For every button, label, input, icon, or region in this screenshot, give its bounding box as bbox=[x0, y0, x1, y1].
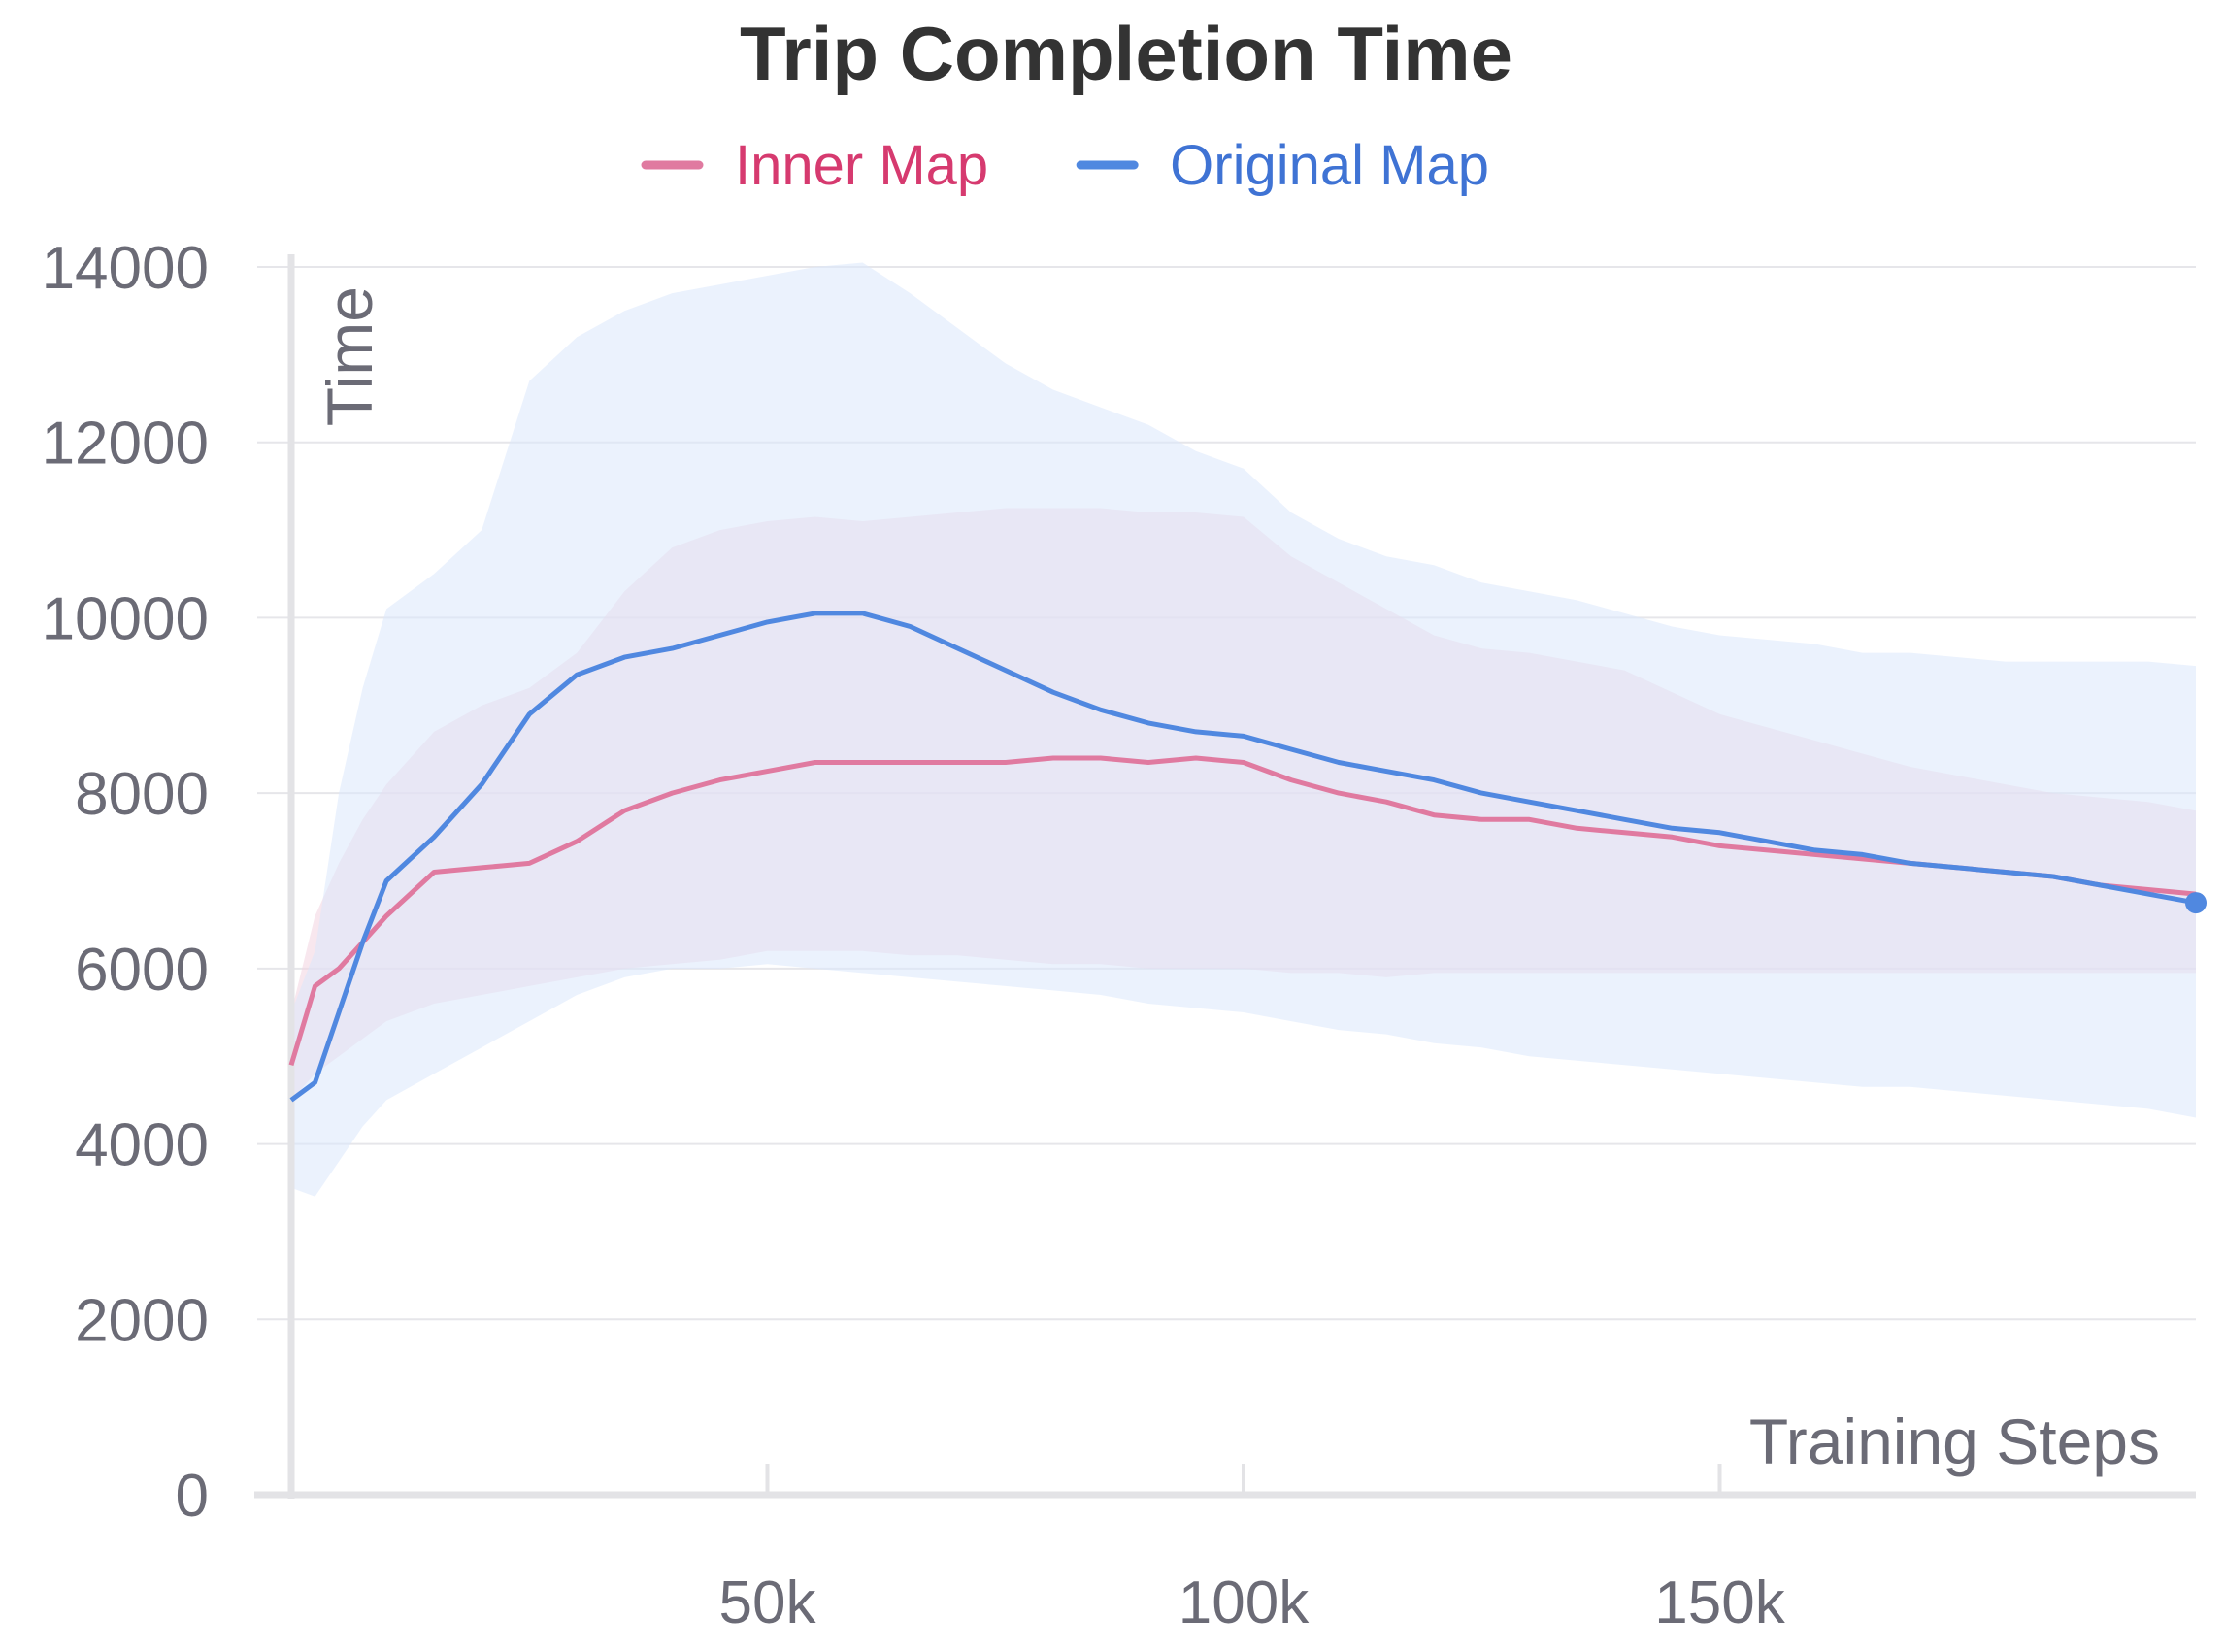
y-tick-label: 14000 bbox=[42, 235, 209, 302]
original-map-line[interactable] bbox=[289, 611, 2197, 1103]
y-tick-label: 4000 bbox=[75, 1112, 209, 1179]
y-tick-label: 2000 bbox=[75, 1287, 209, 1354]
legend-label: Original Map bbox=[1170, 134, 1489, 197]
legend-label: Inner Map bbox=[735, 134, 988, 197]
series-lines bbox=[288, 611, 2207, 1103]
confidence-bands bbox=[291, 262, 2196, 1197]
x-tick-label: 150k bbox=[1654, 1569, 1785, 1636]
legend-item-original-map[interactable]: Original Map bbox=[1076, 134, 1489, 197]
y-tick-label: 12000 bbox=[42, 411, 209, 478]
legend[interactable]: Inner Map Original Map bbox=[641, 134, 1489, 197]
series-end-point[interactable] bbox=[2185, 892, 2207, 914]
y-axis-label: Time bbox=[314, 286, 385, 426]
y-tick-label: 10000 bbox=[42, 585, 209, 652]
x-axis-label: Training Steps bbox=[1749, 1405, 2160, 1477]
original-map-band bbox=[291, 262, 2196, 1197]
axes: 0 2000 4000 6000 8000 10000 12000 14000 50k 100k 1… bbox=[42, 235, 2196, 1636]
chart-title: Trip Completion Time bbox=[740, 11, 1512, 96]
x-tick-label: 100k bbox=[1179, 1569, 1310, 1636]
y-tick-label: 8000 bbox=[75, 761, 209, 828]
inner-map-line[interactable] bbox=[288, 755, 2197, 1067]
y-tick-label: 0 bbox=[176, 1463, 209, 1530]
legend-item-inner-map[interactable]: Inner Map bbox=[641, 134, 988, 197]
y-tick-label: 6000 bbox=[75, 937, 209, 1004]
x-tick-label: 50k bbox=[719, 1569, 817, 1636]
